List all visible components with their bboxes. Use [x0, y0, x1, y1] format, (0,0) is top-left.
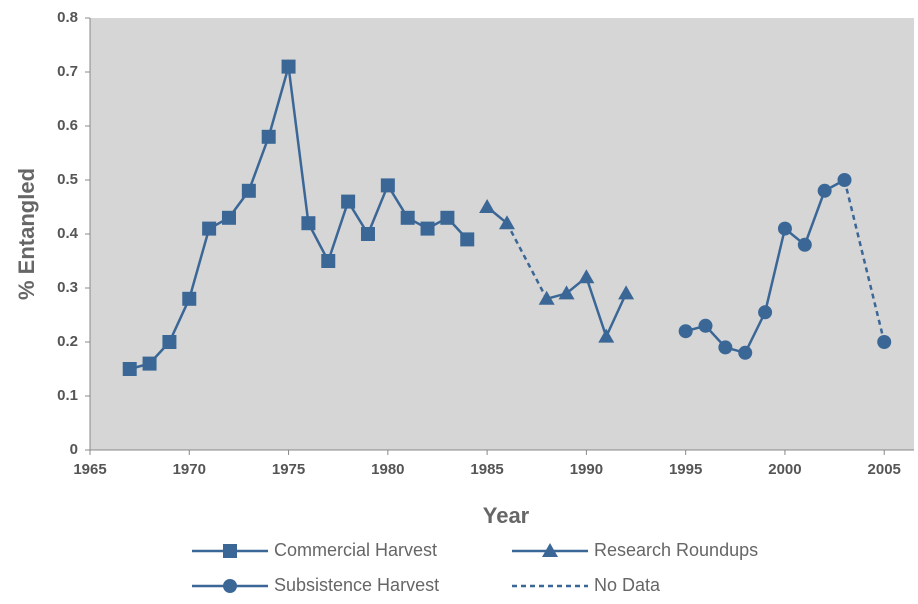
marker — [718, 340, 732, 354]
x-tick-label: 2005 — [868, 461, 901, 478]
x-tick-label: 1965 — [73, 461, 106, 478]
y-tick-label: 0.6 — [57, 117, 78, 134]
marker — [182, 292, 196, 306]
marker — [699, 319, 713, 333]
marker — [262, 130, 276, 144]
marker — [301, 216, 315, 230]
x-tick-label: 2000 — [768, 461, 801, 478]
marker — [679, 324, 693, 338]
legend-label: No Data — [594, 575, 661, 595]
marker — [460, 232, 474, 246]
marker — [798, 238, 812, 252]
y-tick-label: 0.4 — [57, 225, 79, 242]
marker — [222, 211, 236, 225]
marker — [738, 346, 752, 360]
legend-label: Research Roundups — [594, 540, 758, 560]
y-axis-label: % Entangled — [14, 168, 39, 300]
y-tick-label: 0.8 — [57, 9, 78, 26]
x-tick-label: 1990 — [570, 461, 603, 478]
marker — [778, 222, 792, 236]
legend-label: Subsistence Harvest — [274, 575, 439, 595]
marker — [202, 222, 216, 236]
x-tick-label: 1975 — [272, 461, 305, 478]
chart: Year % Entangled 0 0.1 0.2 0.3 0.4 0.5 0.6 0.7 0… — [0, 0, 918, 599]
y-tick-label: 0.7 — [57, 63, 78, 80]
marker — [242, 184, 256, 198]
x-axis-label: Year — [483, 503, 530, 528]
y-tick-label: 0.1 — [57, 387, 78, 404]
marker — [401, 211, 415, 225]
marker — [223, 579, 237, 593]
x-tick-label: 1995 — [669, 461, 702, 478]
marker — [162, 335, 176, 349]
x-tick-label: 1985 — [470, 461, 503, 478]
marker — [123, 362, 137, 376]
marker — [282, 60, 296, 74]
x-tick-label: 1970 — [173, 461, 206, 478]
y-tick-label: 0.2 — [57, 333, 78, 350]
marker — [838, 173, 852, 187]
y-tick-label: 0.5 — [57, 171, 78, 188]
marker — [321, 254, 335, 268]
marker — [421, 222, 435, 236]
legend-label: Commercial Harvest — [274, 540, 437, 560]
marker — [877, 335, 891, 349]
marker — [758, 305, 772, 319]
marker — [143, 357, 157, 371]
marker — [818, 184, 832, 198]
marker — [381, 178, 395, 192]
y-tick-label: 0.3 — [57, 279, 78, 296]
marker — [440, 211, 454, 225]
marker — [223, 544, 237, 558]
x-tick-label: 1980 — [371, 461, 404, 478]
y-tick-label: 0 — [70, 441, 78, 458]
marker — [341, 195, 355, 209]
marker — [361, 227, 375, 241]
